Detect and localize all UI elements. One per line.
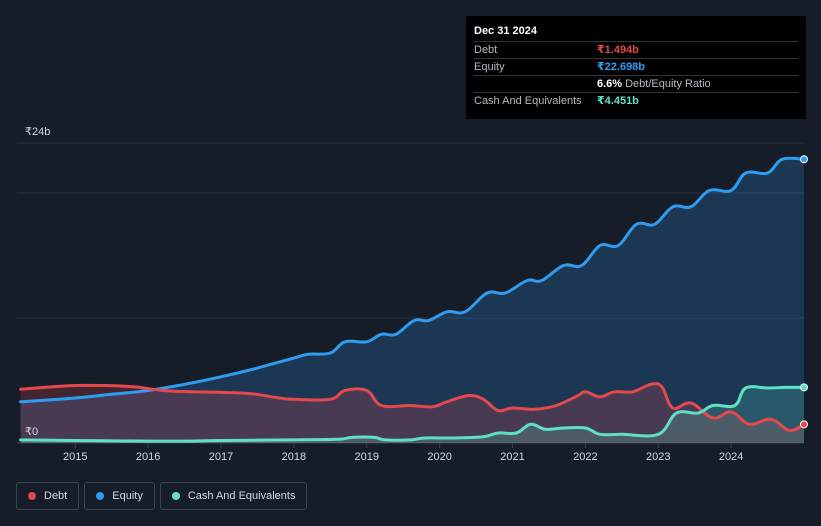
tooltip: Dec 31 2024 Debt ₹1.494b Equity ₹22.698b… bbox=[466, 16, 806, 119]
tooltip-row-equity: Equity ₹22.698b bbox=[474, 59, 798, 76]
legend-label-cash: Cash And Equivalents bbox=[187, 490, 296, 502]
series-lines bbox=[19, 156, 806, 443]
tooltip-label: Debt bbox=[474, 44, 498, 56]
tooltip-label bbox=[474, 76, 597, 92]
series-areas bbox=[20, 158, 805, 443]
tooltip-label: Cash And Equivalents bbox=[474, 95, 582, 107]
legend-label-equity: Equity bbox=[112, 490, 143, 502]
tooltip-value-equity: ₹22.698b bbox=[597, 61, 646, 73]
cash-and-equivalents-end-marker bbox=[800, 383, 808, 392]
tooltip-row-cash: Cash And Equivalents ₹4.451b bbox=[474, 93, 798, 110]
equity-end-marker bbox=[800, 155, 808, 164]
legend-item-cash[interactable]: Cash And Equivalents bbox=[159, 482, 308, 510]
cash-and-equivalents-area bbox=[20, 386, 805, 443]
debt-line bbox=[19, 382, 806, 433]
tooltip-ratio-caption: Debt/Equity Ratio bbox=[625, 78, 711, 90]
tooltip-value-cash: ₹4.451b bbox=[597, 95, 639, 107]
tooltip-row-ratio: 6.6% Debt/Equity Ratio bbox=[474, 76, 798, 93]
equity-dot-icon bbox=[96, 492, 105, 500]
tooltip-date: Dec 31 2024 bbox=[474, 24, 798, 42]
x-tick-label: 2022 bbox=[573, 451, 597, 463]
debt-area bbox=[20, 383, 805, 443]
y-axis-zero-label: ₹0 bbox=[25, 426, 39, 438]
equity-line bbox=[19, 156, 806, 404]
legend: Debt Equity Cash And Equivalents bbox=[16, 482, 308, 510]
x-axis: 2015 2016 2017 2018 2019 2020 2021 2022 2023 2024 bbox=[63, 443, 743, 463]
debt-dot-icon bbox=[28, 492, 36, 500]
x-tick-label: 2015 bbox=[63, 451, 87, 463]
x-tick-label: 2017 bbox=[209, 451, 233, 463]
legend-item-equity[interactable]: Equity bbox=[84, 482, 155, 510]
tooltip-value-debt: ₹1.494b bbox=[597, 44, 639, 56]
x-tick-label: 2023 bbox=[646, 451, 670, 463]
legend-item-debt[interactable]: Debt bbox=[16, 482, 80, 510]
cash-and-equivalents-line bbox=[19, 385, 806, 443]
x-tick-label: 2018 bbox=[282, 451, 306, 463]
x-tick-label: 2024 bbox=[719, 451, 743, 463]
debt-end-marker bbox=[800, 420, 808, 429]
end-markers bbox=[800, 155, 808, 429]
x-tick-label: 2019 bbox=[355, 451, 379, 463]
equity-area bbox=[20, 158, 805, 443]
x-tick-label: 2020 bbox=[427, 451, 451, 463]
y-axis-max-label: ₹24b bbox=[25, 126, 51, 138]
legend-label-debt: Debt bbox=[44, 490, 68, 502]
x-tick-label: 2016 bbox=[136, 451, 160, 463]
tooltip-label: Equity bbox=[474, 61, 505, 73]
tooltip-value-ratio: 6.6% bbox=[597, 78, 623, 90]
x-tick-label: 2021 bbox=[500, 451, 524, 463]
cash-dot-icon bbox=[171, 492, 180, 500]
tooltip-row-debt: Debt ₹1.494b bbox=[474, 42, 798, 59]
